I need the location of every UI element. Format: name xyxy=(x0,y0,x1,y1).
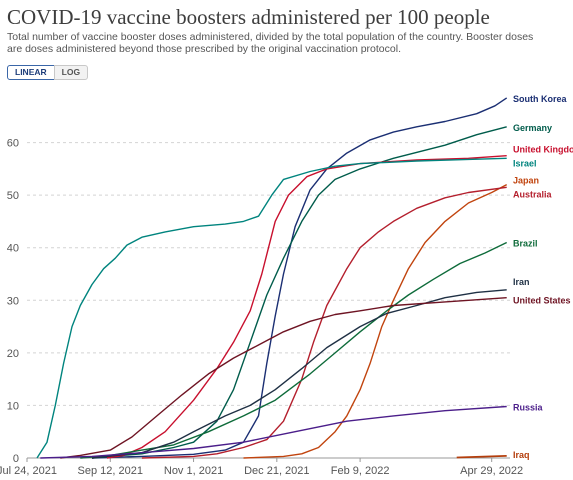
x-tick-label: Nov 1, 2021 xyxy=(164,465,223,477)
scale-toggle: LINEAR LOG xyxy=(7,65,89,80)
series-label: Germany xyxy=(513,123,552,133)
series-label: United Kingdom xyxy=(513,145,573,155)
series-line xyxy=(456,455,507,459)
series-label: Australia xyxy=(513,189,553,199)
chart-subtitle: Total number of vaccine booster doses ad… xyxy=(7,31,534,55)
series-label: Brazil xyxy=(513,238,538,248)
log-scale-button[interactable]: LOG xyxy=(53,65,89,80)
series-line xyxy=(40,405,507,459)
y-tick-label: 30 xyxy=(7,295,19,307)
series-label: Iraq xyxy=(513,450,530,460)
series-label: Iran xyxy=(513,277,530,287)
x-tick-label: Sep 12, 2021 xyxy=(78,465,143,477)
series-line xyxy=(36,157,507,459)
series-line xyxy=(141,186,507,459)
series-line xyxy=(91,126,507,459)
chart-title: COVID-19 vaccine boosters administered p… xyxy=(7,5,490,29)
series-label: Japan xyxy=(513,176,539,186)
series-line xyxy=(91,289,507,459)
series-line xyxy=(91,97,508,459)
series-line xyxy=(106,155,507,459)
series-label: Russia xyxy=(513,402,544,412)
y-tick-label: 40 xyxy=(7,243,19,255)
x-tick-label: Apr 29, 2022 xyxy=(460,465,523,477)
y-tick-label: 50 xyxy=(7,190,19,202)
y-tick-label: 10 xyxy=(7,400,19,412)
x-tick-label: Feb 9, 2022 xyxy=(331,465,390,477)
series-line xyxy=(60,297,507,459)
series-label: United States xyxy=(513,296,571,306)
y-tick-label: 0 xyxy=(13,453,19,465)
series-label: South Korea xyxy=(513,94,567,104)
series-line xyxy=(243,183,508,459)
x-tick-label: Dec 21, 2021 xyxy=(244,465,309,477)
y-tick-label: 20 xyxy=(7,348,19,360)
y-tick-label: 60 xyxy=(7,138,19,150)
x-tick-label: Jul 24, 2021 xyxy=(0,465,57,477)
series-label: Israel xyxy=(513,158,537,168)
